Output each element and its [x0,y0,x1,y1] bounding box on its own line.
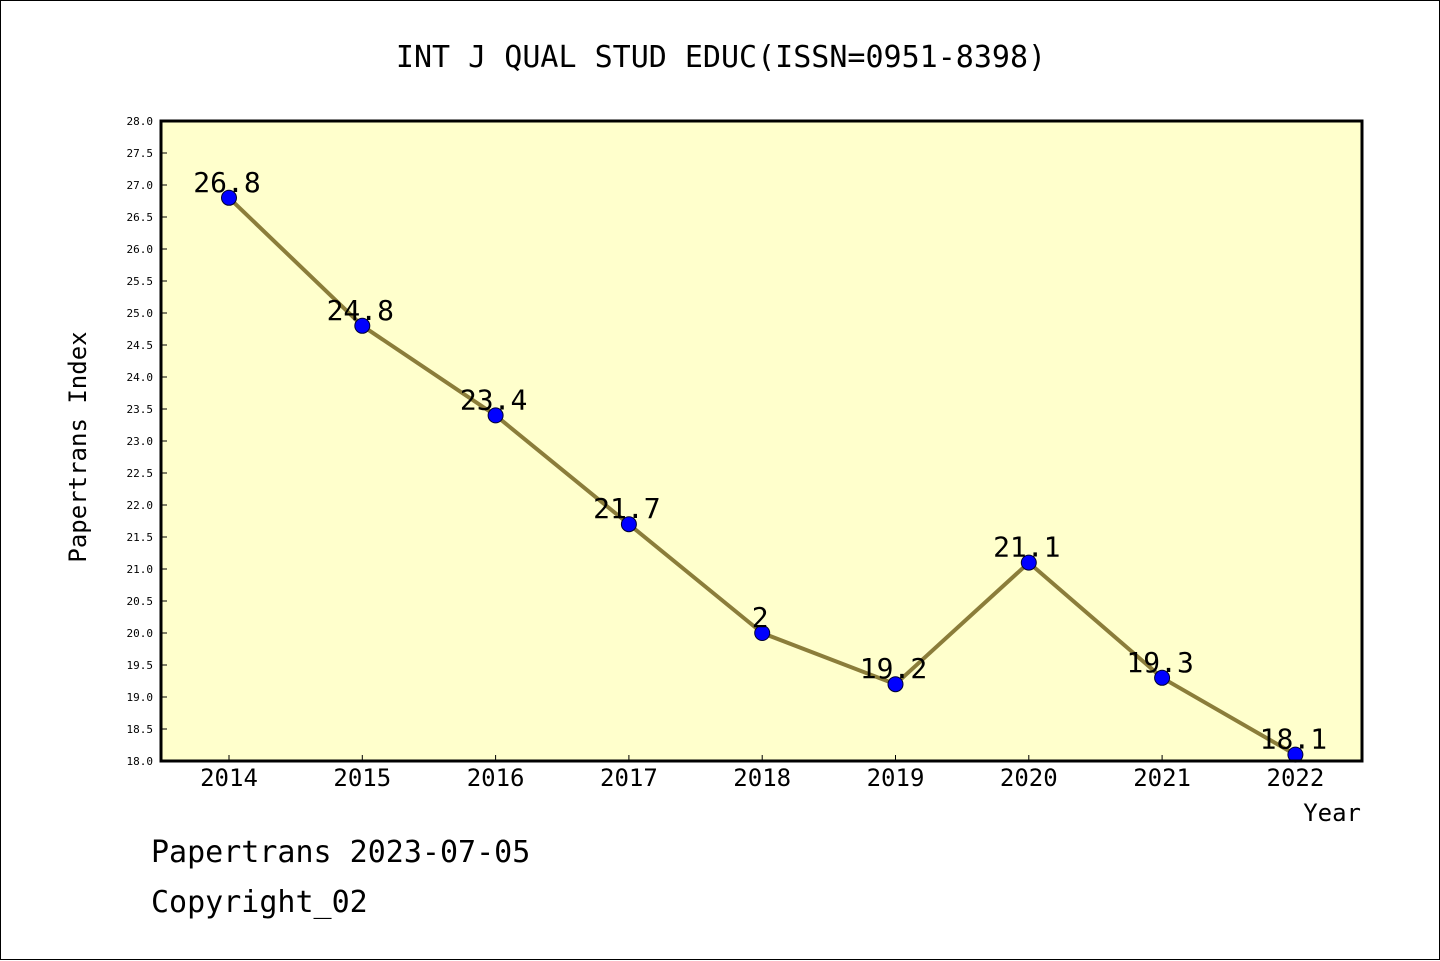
data-label: 21.1 [993,531,1060,564]
y-tick-label: 23.0 [127,435,154,448]
data-label: 24.8 [327,294,394,327]
y-axis-label: Papertrans Index [64,331,92,562]
plot-area [161,121,1362,761]
y-tick-label: 23.5 [127,403,154,416]
chart-title: INT J QUAL STUD EDUC(ISSN=0951-8398) [396,40,1046,75]
y-tick-label: 25.5 [127,275,154,288]
x-tick-label: 2017 [600,764,658,792]
y-tick-label: 19.0 [127,691,154,704]
data-point [487,407,504,424]
x-tick-label: 2016 [467,764,525,792]
data-label: 19.2 [860,652,927,685]
data-point [354,317,371,334]
footer-date: Papertrans 2023-07-05 [151,835,531,870]
y-tick-label: 27.5 [127,147,154,160]
x-tick-label: 2019 [867,764,925,792]
y-tick-label: 27.0 [127,179,154,192]
y-tick-label: 24.0 [127,371,154,384]
data-label: 21.7 [593,492,660,525]
data-label: 2 [752,601,769,634]
y-tick-label: 28.0 [127,115,154,128]
y-tick-label: 22.0 [127,499,154,512]
data-point [620,516,637,533]
data-markers [221,189,1304,763]
data-point [1020,554,1037,571]
x-tick-label: 2022 [1267,764,1325,792]
x-tick-label: 2014 [200,764,258,792]
y-tick-label: 22.5 [127,467,154,480]
x-axis-label: Year [1303,799,1361,827]
x-tick-label: 2021 [1133,764,1191,792]
footer-copyright: Copyright_02 [151,885,368,920]
y-tick-label: 21.0 [127,563,154,576]
y-tick-label: 18.5 [127,723,154,736]
y-tick-label: 20.0 [127,627,154,640]
y-tick-label: 19.5 [127,659,154,672]
y-tick-label: 26.0 [127,243,154,256]
data-point [1154,669,1171,686]
data-label: 26.8 [193,166,260,199]
x-axis-ticks: 2014 2015 2016 2017 2018 2019 2020 2021 2022 [200,755,1324,792]
y-axis-ticks: 18.0 18.5 19.0 19.5 20.0 20.5 21.0 21.5 22.0 22.5… [127,115,167,768]
x-tick-label: 2018 [733,764,791,792]
y-tick-label: 18.0 [127,755,154,768]
data-label: 19.3 [1126,646,1193,679]
y-tick-label: 21.5 [127,531,154,544]
y-tick-label: 26.5 [127,211,154,224]
y-tick-label: 20.5 [127,595,154,608]
x-tick-label: 2015 [333,764,391,792]
data-labels: 26.8 24.8 23.4 21.7 2 19.2 21.1 19.3 18.1 [193,166,1327,756]
plot-border [159,119,1364,763]
data-point [221,189,237,206]
data-label: 18.1 [1260,723,1327,756]
data-point [754,625,771,641]
y-tick-label: 24.5 [127,339,154,352]
data-label: 23.4 [460,383,527,416]
y-tick-label: 25.0 [127,307,154,320]
x-tick-label: 2020 [1000,764,1058,792]
data-point [887,676,904,693]
